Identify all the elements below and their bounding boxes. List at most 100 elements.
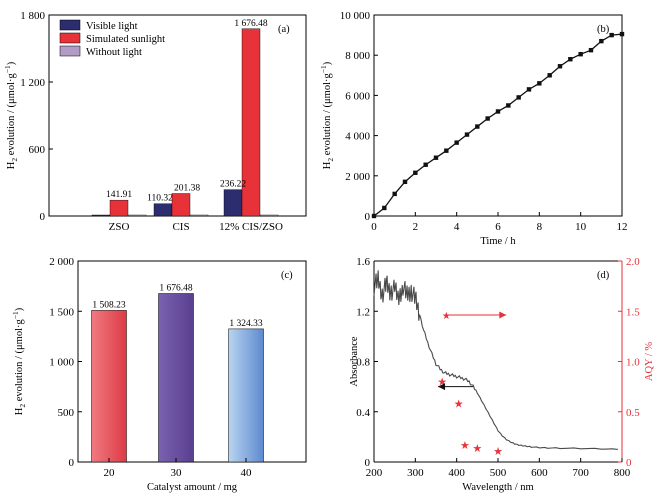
bar-ZSO-2 [127,214,147,217]
y-tick-label: 2 000 [345,171,370,183]
panel-label: (b) [597,24,610,35]
y-tick-label: 1 000 [49,357,74,369]
x-tick-label: 8 [537,221,543,233]
x-tick-label: 10 [575,221,587,233]
y-axis-label-left: Absorbance [349,336,360,386]
arrow-marker-star: ★ [442,311,451,322]
aqy-point: ★ [454,399,464,411]
x-tick-label: 0 [371,221,377,233]
x-tick-label: 800 [614,467,631,479]
series-line [373,33,623,217]
data-point [588,47,594,53]
panel-label: (c) [281,270,293,281]
y-axis-label: H2 evolution / (μmol·g−1) [319,61,335,169]
data-point [433,155,439,160]
data-label: 110.32 [147,194,173,204]
data-point [485,116,490,121]
panel-label: (d) [597,270,610,281]
aqy-point: ★ [493,446,503,458]
data-label: 1 676.48 [234,19,268,29]
plot-frame [373,14,623,217]
y-tick-label-left: 0.8 [356,357,370,369]
data-point [506,103,511,108]
data-point [557,64,563,69]
data-point [619,31,625,37]
x-tick-label: CIS [172,221,189,233]
panel-label: (a) [278,24,290,35]
data-point [526,87,532,92]
legend-label: Simulated sunlight [86,34,165,45]
y-tick-label-right: 0 [626,457,632,469]
data-point [578,51,583,57]
bar-12CISZSO-0 [223,189,243,217]
x-tick-label: 40 [241,467,253,479]
y-tick-label: 0 [40,211,46,223]
x-tick-label: 300 [407,467,424,479]
bar-40mg [228,328,264,463]
chart-d: 0 0.4 0.8 1.2 1.6 0 0.5 1.0 1.5 2.0 200 300 400 500 60… [349,256,655,493]
x-tick-label: 600 [531,467,548,479]
x-tick-label: 12 [617,221,628,233]
y-tick-label-right: 2.0 [626,256,640,268]
data-point [392,191,397,197]
data-point [413,170,418,175]
data-label: 1 508.23 [92,300,126,310]
aqy-point: ★ [460,440,470,452]
legend-label: Without light [86,47,142,58]
data-label: 141.91 [106,190,132,200]
y-tick-label: 1 800 [20,10,45,22]
legend-swatch [59,32,81,44]
y-tick-label: 0 [69,457,75,469]
data-point [599,38,604,44]
bar-20mg [91,310,127,463]
y-tick-label-left: 1.6 [356,256,370,268]
y-axis-label: H2 evolution / (μmol·g−1) [3,61,19,169]
x-axis-label: Catalyst amount / mg [147,482,238,493]
bar-12CISZSO-2 [259,214,279,217]
data-point [454,140,459,145]
x-tick-label: 2 [413,221,419,233]
chart-b: 0 2 000 4 000 6 000 8 000 10 000 0 2 4 6 8 10 12 Time… [319,10,628,247]
data-point [382,205,387,211]
data-point [516,95,521,100]
chart-a: 0 600 1 200 1 800 ZSO CIS 12% CIS/ZSO 141.91 110… [3,10,307,233]
y-tick-label-left: 1.2 [356,306,370,318]
bar-ZSO-0 [91,214,111,217]
y-tick-label-left: 0 [365,457,371,469]
bar-ZSO-1 [109,199,129,217]
arrow-head [499,311,507,319]
data-point [537,81,542,86]
bar-CIS-2 [189,214,209,217]
y-tick-label-right: 0.5 [626,407,640,419]
x-tick-label: 200 [366,467,383,479]
y-tick-label: 1 200 [20,77,45,89]
bar-30mg [158,293,194,463]
x-tick-label: 20 [104,467,116,479]
x-axis-label: Wavelength / nm [462,482,533,493]
x-tick-label: 4 [454,221,460,233]
y-tick-label-right: 1.5 [626,306,640,318]
data-point [444,148,449,153]
y-tick-label: 0 [365,211,371,223]
x-tick-label: 6 [495,221,501,233]
x-tick-label: ZSO [109,221,130,233]
x-tick-label: 500 [490,467,507,479]
data-label: 1 324.33 [229,319,263,329]
data-point [547,73,552,78]
data-label: 201.38 [174,184,200,194]
data-label: 236.22 [220,180,246,190]
x-tick-label: 700 [572,467,589,479]
bar-CIS-1 [171,193,191,217]
x-tick-label: 30 [171,467,183,479]
y-tick-label: 500 [58,407,75,419]
y-tick-label: 8 000 [345,50,370,62]
data-point [371,213,377,219]
arrow-head [438,383,446,391]
absorbance-line [373,270,618,450]
legend-swatch [59,19,81,31]
y-tick-label: 2 000 [49,256,74,268]
aqy-point: ★ [472,443,482,455]
y-tick-label: 4 000 [345,131,370,143]
data-point [568,57,573,62]
y-tick-label: 600 [29,144,46,156]
